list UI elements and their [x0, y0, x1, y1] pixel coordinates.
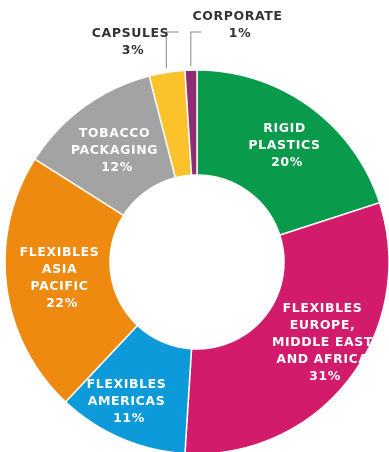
label-rigid-line-2: PLASTICS: [248, 137, 320, 152]
slices-group: [4, 69, 389, 452]
label-asia-line-3: PACIFIC: [30, 278, 88, 293]
label-asia-value: 22%: [46, 295, 78, 310]
label-corporate-value: 1%: [229, 25, 251, 40]
label-emea-line-1: FLEXIBLES: [283, 300, 363, 315]
label-asia-line-2: ASIA: [42, 261, 77, 276]
slice-corporate: [184, 69, 198, 176]
label-corporate: CORPORATE 1%: [193, 8, 288, 40]
leader-line-capsules: [165, 31, 179, 69]
leader-line-corporate: [190, 31, 201, 67]
slice-asia: [4, 158, 139, 404]
label-americas-value: 11%: [113, 410, 145, 425]
label-emea-value: 31%: [309, 368, 341, 383]
label-rigid: RIGID PLASTICS 20%: [248, 120, 325, 169]
label-americas: FLEXIBLES AMERICAS 11%: [87, 376, 172, 425]
label-emea: FLEXIBLES EUROPE, MIDDLE EAST AND AFRICA…: [272, 300, 378, 383]
label-rigid-value: 20%: [271, 154, 303, 169]
label-tobacco-line-2: PACKAGING: [71, 142, 158, 157]
label-tobacco-line-1: TOBACCO: [79, 125, 151, 140]
label-asia: FLEXIBLES ASIA PACIFIC 22%: [20, 244, 105, 310]
label-capsules: CAPSULES 3%: [92, 25, 174, 57]
label-emea-line-4: AND AFRICA: [276, 351, 368, 366]
label-corporate-line-1: CORPORATE: [193, 8, 283, 23]
leader-lines-group: [165, 31, 201, 69]
label-americas-line-1: FLEXIBLES: [87, 376, 167, 391]
label-emea-line-3: MIDDLE EAST: [272, 334, 373, 349]
label-rigid-line-1: RIGID: [263, 120, 306, 135]
label-asia-line-1: FLEXIBLES: [20, 244, 100, 259]
label-tobacco-value: 12%: [101, 159, 133, 174]
label-capsules-value: 3%: [122, 42, 144, 57]
label-americas-line-2: AMERICAS: [88, 393, 166, 408]
label-tobacco: TOBACCO PACKAGING 12%: [71, 125, 163, 174]
slice-rigid: [196, 69, 381, 237]
label-capsules-line-1: CAPSULES: [92, 25, 169, 40]
label-emea-line-2: EUROPE,: [290, 317, 356, 332]
